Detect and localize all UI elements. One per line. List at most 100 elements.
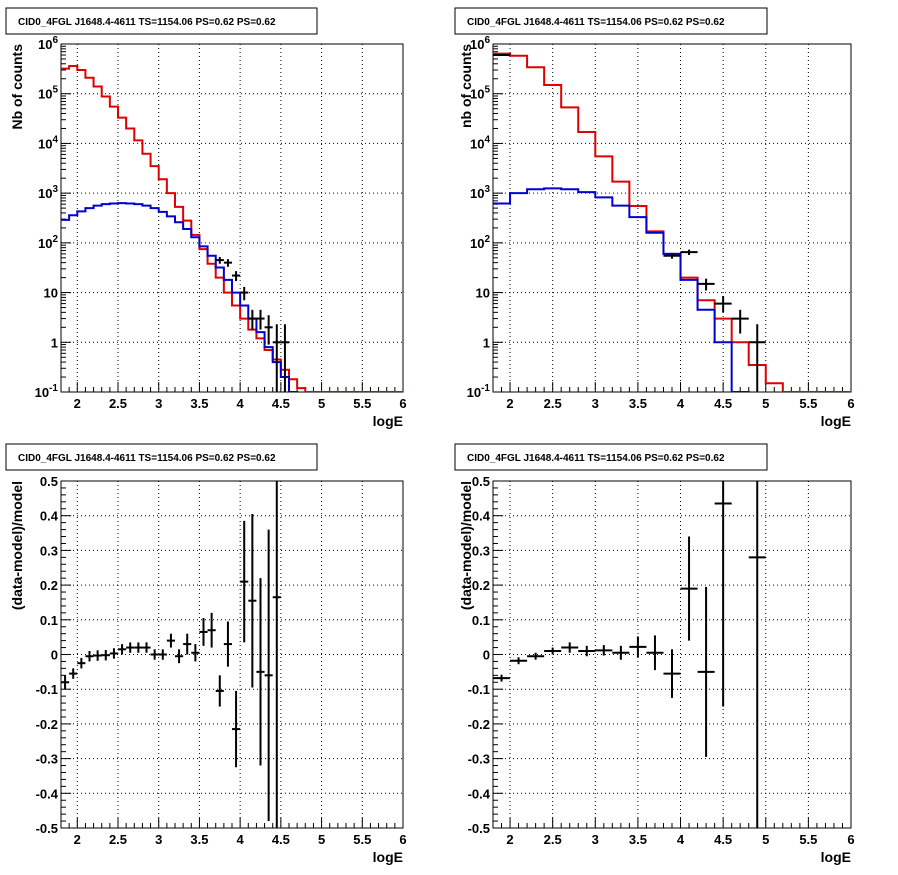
residual-point — [118, 644, 127, 655]
y-tick-label: 0.4 — [40, 509, 59, 524]
x-tick-label: 2 — [506, 396, 513, 411]
residual-point — [142, 642, 151, 653]
chart-title-box — [5, 7, 318, 35]
residual-point — [561, 642, 579, 653]
y-tick-label: 0.4 — [472, 509, 491, 524]
y-tick-label: -0.4 — [36, 786, 59, 801]
data-point — [256, 309, 265, 330]
x-tick-label: 3 — [592, 832, 599, 847]
y-tick-label: -0.3 — [36, 752, 58, 767]
x-tick-label: 3.5 — [190, 832, 208, 847]
data-point — [663, 253, 681, 259]
residual-point — [264, 529, 273, 822]
residual-point — [646, 635, 664, 671]
x-tick-label: 5 — [762, 396, 769, 411]
data-point — [264, 315, 273, 345]
x-tick-label: 3 — [592, 396, 599, 411]
data-point — [697, 278, 715, 291]
x-tick-label: 3.5 — [190, 396, 208, 411]
y-tick-label: 0 — [51, 648, 58, 663]
y-tick-label: 104 — [38, 134, 58, 151]
residual-point — [158, 649, 167, 660]
chart-title: CID0_4FGL J1648.4-4611 TS=1154.06 PS=0.6… — [467, 453, 725, 464]
y-tick-label: 0.5 — [472, 474, 490, 489]
x-tick-label: 4 — [237, 832, 245, 847]
residual-point — [248, 513, 257, 688]
x-tick-label: 5 — [318, 832, 325, 847]
chart-title-box — [5, 443, 318, 471]
x-tick-label: 6 — [399, 832, 406, 847]
plot-data — [61, 481, 281, 828]
y-tick-label: 1 — [51, 335, 58, 350]
y-tick-label: 1 — [483, 335, 490, 350]
data-point — [215, 256, 224, 264]
y-axis-title: Nb of counts — [9, 44, 25, 130]
residual-point — [510, 657, 528, 665]
y-tick-label: 10 — [44, 286, 58, 301]
chart-title: CID0_4FGL J1648.4-4611 TS=1154.06 PS=0.6… — [18, 17, 276, 28]
residual-point — [166, 633, 175, 648]
y-tick-label: -0.1 — [36, 682, 58, 697]
chart-panel-3: CID0_4FGL J1648.4-4611 TS=1154.06 PS=0.6… — [5, 443, 407, 865]
x-tick-label: 5.5 — [799, 396, 817, 411]
x-tick-label: 4 — [677, 832, 685, 847]
residual-point — [191, 644, 200, 662]
x-tick-label: 3 — [155, 396, 162, 411]
x-tick-label: 2 — [74, 396, 81, 411]
x-tick-label: 2 — [74, 832, 81, 847]
plot-frame — [60, 43, 404, 393]
x-tick-label: 5.5 — [353, 832, 371, 847]
data-point — [731, 309, 749, 334]
x-axis-title: logE — [373, 849, 403, 865]
total-model-histogram — [61, 65, 403, 392]
residual-point — [199, 618, 208, 646]
residual-point — [697, 586, 715, 757]
x-tick-label: 5.5 — [353, 396, 371, 411]
y-tick-label: -0.2 — [36, 717, 58, 732]
residual-point — [527, 652, 545, 660]
y-tick-label: 105 — [38, 85, 58, 102]
y-tick-label: 102 — [38, 234, 58, 251]
residual-point — [256, 578, 265, 766]
x-tick-label: 4.5 — [714, 832, 732, 847]
chart-title-box — [454, 443, 768, 471]
residual-point — [126, 642, 135, 653]
y-tick-label: 0.1 — [40, 613, 58, 628]
data-point — [223, 259, 232, 267]
x-tick-label: 2 — [506, 832, 513, 847]
y-tick-label: -0.2 — [468, 717, 490, 732]
x-tick-label: 4 — [237, 396, 245, 411]
residual-point — [272, 481, 281, 828]
y-tick-label: -0.5 — [36, 821, 58, 836]
y-axis-title: (data-model)/model — [458, 481, 474, 610]
y-tick-label: -0.5 — [468, 821, 490, 836]
data-point — [748, 324, 766, 392]
x-tick-label: 6 — [399, 396, 406, 411]
residual-point — [61, 675, 70, 690]
residual-point — [680, 536, 698, 641]
residual-point — [595, 645, 613, 656]
residual-point — [612, 645, 630, 660]
y-tick-label: 0.2 — [40, 578, 58, 593]
residual-point — [223, 621, 232, 667]
y-tick-label: 10 — [476, 286, 490, 301]
x-tick-label: 2.5 — [544, 396, 562, 411]
residual-point — [77, 657, 86, 669]
x-tick-label: 2.5 — [109, 832, 127, 847]
data-point — [272, 324, 281, 392]
residual-point — [134, 642, 143, 653]
x-tick-label: 2.5 — [544, 832, 562, 847]
x-tick-label: 3 — [155, 832, 162, 847]
y-tick-label: 0.1 — [472, 613, 490, 628]
residual-point — [714, 481, 732, 707]
y-axis-title: nb of counts — [458, 44, 474, 128]
data-point — [280, 324, 289, 392]
y-tick-label: -0.3 — [468, 752, 490, 767]
residual-point — [493, 674, 511, 682]
y-tick-label: 103 — [38, 184, 58, 201]
residual-point — [748, 481, 766, 828]
x-tick-label: 5 — [762, 832, 769, 847]
y-tick-label: -0.1 — [468, 682, 490, 697]
y-tick-label: 0.5 — [40, 474, 58, 489]
